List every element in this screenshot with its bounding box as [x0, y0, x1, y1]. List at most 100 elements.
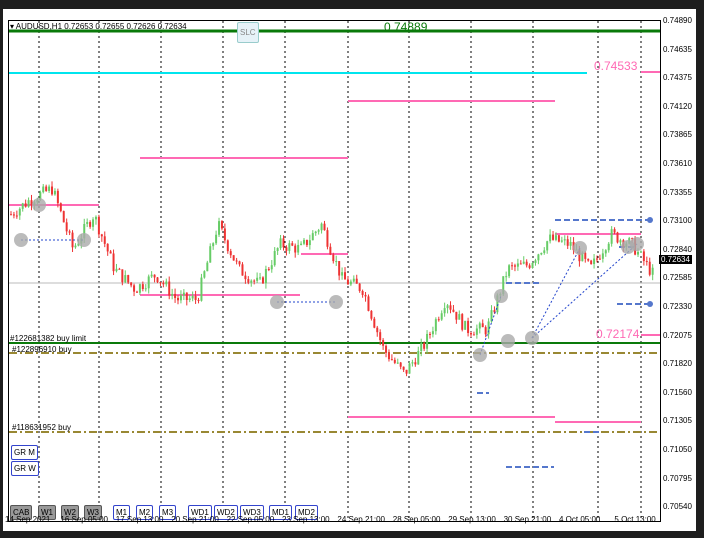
- candle-body: [341, 272, 344, 276]
- candle-body: [385, 345, 388, 353]
- timeframe-button-wd2[interactable]: WD2: [214, 505, 238, 520]
- candle-body: [461, 314, 464, 330]
- candle-body: [399, 362, 402, 367]
- candle-body: [355, 278, 358, 284]
- time-tick-label: 22 Sep 05:00: [226, 515, 275, 524]
- candle-body: [212, 243, 215, 247]
- candle-body: [601, 253, 604, 259]
- order-label-3[interactable]: #118631952 buy: [12, 423, 72, 432]
- candle-body: [303, 239, 305, 244]
- candle-body: [593, 258, 596, 265]
- candle-body: [426, 333, 429, 349]
- candle-body: [282, 238, 285, 248]
- timeframe-button-wd3[interactable]: WD3: [240, 505, 264, 520]
- top-level-label: 0.74889: [384, 20, 428, 34]
- candle-body: [443, 308, 446, 314]
- candle-body: [393, 359, 396, 363]
- time-tick-label: 20 Sep 21:00: [171, 515, 219, 524]
- candle-body: [423, 343, 426, 349]
- candle-body: [250, 280, 253, 283]
- candle-body: [232, 255, 235, 261]
- collapse-triangle-icon[interactable]: ▾: [10, 22, 15, 31]
- candle-body: [305, 239, 308, 246]
- candle-body: [65, 222, 68, 232]
- timeframe-button-wd1[interactable]: WD1: [188, 505, 212, 520]
- timeframe-button-m1[interactable]: M1: [113, 505, 131, 520]
- candle-body: [554, 235, 557, 240]
- timeframe-button-w3[interactable]: W3: [84, 505, 102, 520]
- time-tick-label: 30 Sep 21:00: [503, 515, 552, 524]
- chart-plot-area[interactable]: ▾ AUDUSD,H1 0.72653 0.72655 0.72626 0.72…: [8, 20, 661, 522]
- candle-body: [569, 241, 572, 246]
- candle-body: [613, 229, 616, 233]
- candle-body: [420, 343, 423, 351]
- candle-body: [273, 251, 276, 266]
- candle-body: [209, 246, 212, 263]
- candle-body: [150, 274, 153, 277]
- candle-body: [560, 240, 563, 242]
- timeframe-button-md1[interactable]: MD1: [269, 505, 292, 520]
- candle-body: [475, 328, 478, 335]
- candle-body: [390, 359, 393, 361]
- trade-marker-icon: [501, 334, 515, 348]
- timeframe-button-w2[interactable]: W2: [61, 505, 79, 520]
- candle-body: [182, 292, 185, 296]
- price-tick-label: 0.72075: [663, 330, 692, 340]
- timeframe-button-m2[interactable]: M2: [136, 505, 154, 520]
- candle-body: [168, 281, 171, 296]
- candle-body: [428, 333, 431, 335]
- candle-body: [103, 236, 106, 244]
- slc-button[interactable]: SLC: [237, 22, 259, 43]
- candle-body: [349, 281, 352, 285]
- trade-marker-icon: [573, 241, 587, 255]
- candle-body: [270, 265, 273, 270]
- gr-m-button[interactable]: GR M: [11, 445, 38, 460]
- price-tick-label: 0.70795: [663, 473, 692, 483]
- candle-body: [637, 251, 640, 255]
- candle-body: [455, 311, 458, 320]
- pink-lower-label: 0.72174: [596, 327, 640, 341]
- candle-body: [241, 264, 244, 276]
- price-tick-label: 0.71560: [663, 387, 692, 397]
- candle-body: [127, 275, 130, 283]
- candle-body: [308, 240, 311, 246]
- candle-body: [267, 268, 270, 270]
- candle-body: [89, 222, 92, 227]
- candle-body: [92, 219, 95, 227]
- candle-body: [352, 278, 355, 282]
- price-tick-label: 0.71305: [663, 416, 692, 426]
- candle-body: [323, 223, 326, 231]
- time-tick-label: 24 Sep 21:00: [337, 515, 385, 524]
- pink-upper-label: 0.74533: [594, 59, 638, 73]
- candle-body: [584, 252, 587, 259]
- timeframe-button-cab[interactable]: CAB: [10, 505, 33, 520]
- candle-body: [200, 277, 203, 301]
- candle-body: [42, 186, 45, 193]
- candle-body: [288, 243, 291, 251]
- candle-body: [481, 323, 484, 328]
- symbol-text: AUDUSD,H1 0.72653 0.72655 0.72626 0.7263…: [15, 22, 187, 31]
- candle-body: [133, 285, 136, 292]
- price-tick-label: 0.74375: [663, 73, 692, 83]
- candle-body: [74, 245, 77, 248]
- candle-body: [97, 216, 100, 235]
- order-label-2[interactable]: #122896910 buy: [12, 345, 72, 354]
- candle-body: [431, 331, 434, 335]
- order-label-1[interactable]: #122681382 buy limit: [10, 334, 87, 343]
- candle-body: [203, 271, 206, 278]
- timeframe-button-m3[interactable]: M3: [159, 505, 177, 520]
- candle-body: [616, 232, 619, 243]
- symbol-info: ▾ AUDUSD,H1 0.72653 0.72655 0.72626 0.72…: [10, 22, 187, 31]
- candle-body: [329, 246, 332, 255]
- timeframe-button-md2[interactable]: MD2: [295, 505, 318, 520]
- candle-body: [379, 332, 382, 341]
- timeframe-button-w1[interactable]: W1: [38, 505, 56, 520]
- trade-marker-icon: [14, 233, 28, 247]
- candle-body: [94, 216, 97, 220]
- candle-body: [156, 277, 159, 283]
- candle-body: [238, 261, 241, 265]
- candle-body: [496, 295, 499, 313]
- candle-body: [121, 269, 124, 283]
- gr-w-button[interactable]: GR W: [11, 461, 39, 476]
- candle-body: [226, 240, 229, 252]
